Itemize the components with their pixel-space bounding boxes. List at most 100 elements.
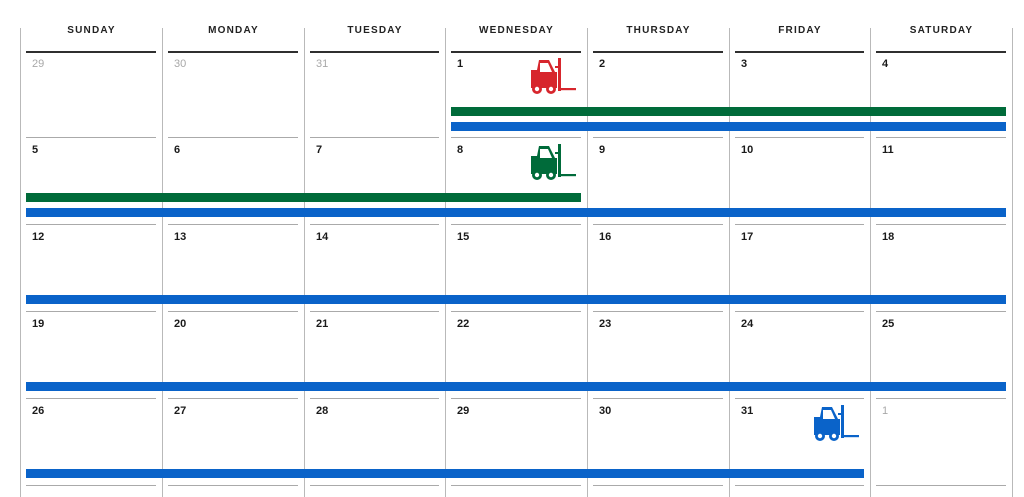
day-number[interactable]: 6 — [174, 144, 181, 156]
cell-top-rule — [876, 398, 1006, 399]
day-number[interactable]: 24 — [741, 318, 754, 330]
cell-top-rule — [735, 137, 864, 138]
cell-top-rule — [876, 224, 1006, 225]
day-number[interactable]: 10 — [741, 144, 754, 156]
day-number[interactable]: 13 — [174, 231, 187, 243]
cell-top-rule — [26, 311, 156, 312]
day-number[interactable]: 14 — [316, 231, 329, 243]
day-number[interactable]: 4 — [882, 58, 889, 70]
cell-top-rule — [310, 137, 439, 138]
day-number[interactable]: 5 — [32, 144, 39, 156]
cell-top-rule — [735, 398, 864, 399]
event-bar[interactable] — [26, 295, 1006, 304]
cell-top-rule — [593, 137, 723, 138]
event-bar[interactable] — [26, 382, 1006, 391]
cell-top-rule — [451, 398, 581, 399]
cell-top-rule — [310, 311, 439, 312]
day-number[interactable]: 27 — [174, 405, 187, 417]
cell-top-rule — [593, 224, 723, 225]
cell-top-rule — [876, 485, 1006, 486]
day-number[interactable]: 25 — [882, 318, 895, 330]
cell-top-rule — [310, 224, 439, 225]
day-number[interactable]: 19 — [32, 318, 45, 330]
weekday-header-friday: FRIDAY — [778, 25, 822, 36]
day-number[interactable]: 16 — [599, 231, 612, 243]
cell-top-rule — [735, 51, 864, 53]
day-number[interactable]: 26 — [32, 405, 45, 417]
cell-top-rule — [26, 485, 156, 486]
day-number[interactable]: 1 — [457, 58, 464, 70]
cell-top-rule — [876, 137, 1006, 138]
cell-top-rule — [451, 485, 581, 486]
cell-top-rule — [593, 485, 723, 486]
weekday-header-wednesday: WEDNESDAY — [479, 25, 554, 36]
day-number[interactable]: 31 — [741, 405, 754, 417]
day-number[interactable]: 17 — [741, 231, 754, 243]
cell-top-rule — [735, 224, 864, 225]
grid-vertical-line — [20, 28, 21, 497]
grid-vertical-line — [445, 28, 446, 497]
cell-top-rule — [26, 51, 156, 53]
day-number[interactable]: 20 — [174, 318, 187, 330]
cell-top-rule — [310, 51, 439, 53]
event-bar[interactable] — [26, 208, 1006, 217]
day-number[interactable]: 18 — [882, 231, 895, 243]
cell-top-rule — [168, 398, 298, 399]
day-number[interactable]: 29 — [32, 58, 45, 70]
cell-top-rule — [876, 311, 1006, 312]
cell-top-rule — [310, 398, 439, 399]
event-bar[interactable] — [451, 107, 1006, 116]
day-number[interactable]: 15 — [457, 231, 470, 243]
cell-top-rule — [310, 485, 439, 486]
day-number[interactable]: 23 — [599, 318, 612, 330]
weekday-header-saturday: SATURDAY — [909, 25, 974, 36]
day-number[interactable]: 12 — [32, 231, 45, 243]
grid-vertical-line — [304, 28, 305, 497]
grid-vertical-line — [162, 28, 163, 497]
cell-top-rule — [451, 137, 581, 138]
day-number[interactable]: 8 — [457, 144, 464, 156]
cell-top-rule — [26, 398, 156, 399]
cell-top-rule — [168, 51, 298, 53]
cell-top-rule — [451, 311, 581, 312]
day-number[interactable]: 30 — [599, 405, 612, 417]
day-number[interactable]: 28 — [316, 405, 329, 417]
forklift-icon — [527, 142, 577, 182]
cell-top-rule — [451, 224, 581, 225]
cell-top-rule — [26, 137, 156, 138]
cell-top-rule — [168, 485, 298, 486]
forklift-icon — [810, 403, 860, 443]
cell-top-rule — [593, 398, 723, 399]
weekday-header-tuesday: TUESDAY — [347, 25, 403, 36]
day-number[interactable]: 3 — [741, 58, 748, 70]
cell-top-rule — [735, 485, 864, 486]
cell-top-rule — [593, 311, 723, 312]
cell-top-rule — [593, 51, 723, 53]
day-number[interactable]: 9 — [599, 144, 606, 156]
cell-top-rule — [168, 137, 298, 138]
event-bar[interactable] — [26, 469, 864, 478]
event-bar[interactable] — [451, 122, 1006, 131]
day-number[interactable]: 30 — [174, 58, 187, 70]
cell-top-rule — [168, 311, 298, 312]
day-number[interactable]: 31 — [316, 58, 329, 70]
weekday-header-monday: MONDAY — [208, 25, 259, 36]
event-bar[interactable] — [26, 193, 581, 202]
day-number[interactable]: 11 — [882, 144, 894, 156]
cell-top-rule — [26, 224, 156, 225]
day-number[interactable]: 7 — [316, 144, 323, 156]
day-number[interactable]: 22 — [457, 318, 470, 330]
cell-top-rule — [735, 311, 864, 312]
weekday-header-sunday: SUNDAY — [67, 25, 116, 36]
grid-vertical-line — [1012, 28, 1013, 497]
cell-top-rule — [168, 224, 298, 225]
forklift-icon — [527, 56, 577, 96]
grid-vertical-line — [870, 28, 871, 497]
day-number[interactable]: 29 — [457, 405, 470, 417]
day-number[interactable]: 21 — [316, 318, 329, 330]
day-number[interactable]: 1 — [882, 405, 889, 417]
cell-top-rule — [451, 51, 581, 53]
grid-vertical-line — [587, 28, 588, 497]
day-number[interactable]: 2 — [599, 58, 606, 70]
